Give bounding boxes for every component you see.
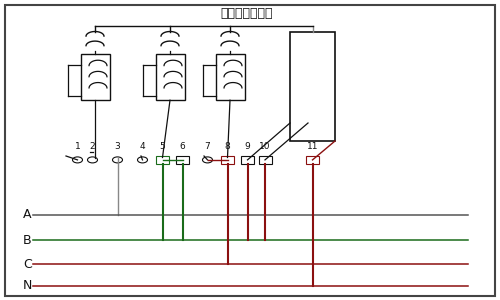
Text: B: B: [23, 233, 32, 247]
Bar: [258, 156, 272, 164]
Bar: [306, 156, 319, 164]
Text: 11: 11: [307, 142, 318, 151]
Text: 3: 3: [114, 142, 120, 151]
Text: 5: 5: [160, 142, 166, 151]
Text: 9: 9: [244, 142, 250, 151]
Bar: [241, 156, 254, 164]
Text: N: N: [23, 279, 32, 292]
Text: 1: 1: [74, 142, 80, 151]
Bar: [221, 156, 234, 164]
Bar: [80, 54, 110, 100]
Bar: [290, 32, 335, 141]
Text: 6: 6: [180, 142, 186, 151]
Bar: [176, 156, 189, 164]
Text: A: A: [23, 208, 32, 221]
Text: 4: 4: [140, 142, 145, 151]
Text: 10: 10: [259, 142, 271, 151]
Text: 2: 2: [90, 142, 96, 151]
Text: 7: 7: [204, 142, 210, 151]
Text: 8: 8: [224, 142, 230, 151]
Bar: [156, 54, 184, 100]
Bar: [216, 54, 244, 100]
Text: C: C: [23, 257, 32, 271]
Bar: [156, 156, 169, 164]
Text: 三相四线电度表: 三相四线电度表: [220, 7, 272, 20]
